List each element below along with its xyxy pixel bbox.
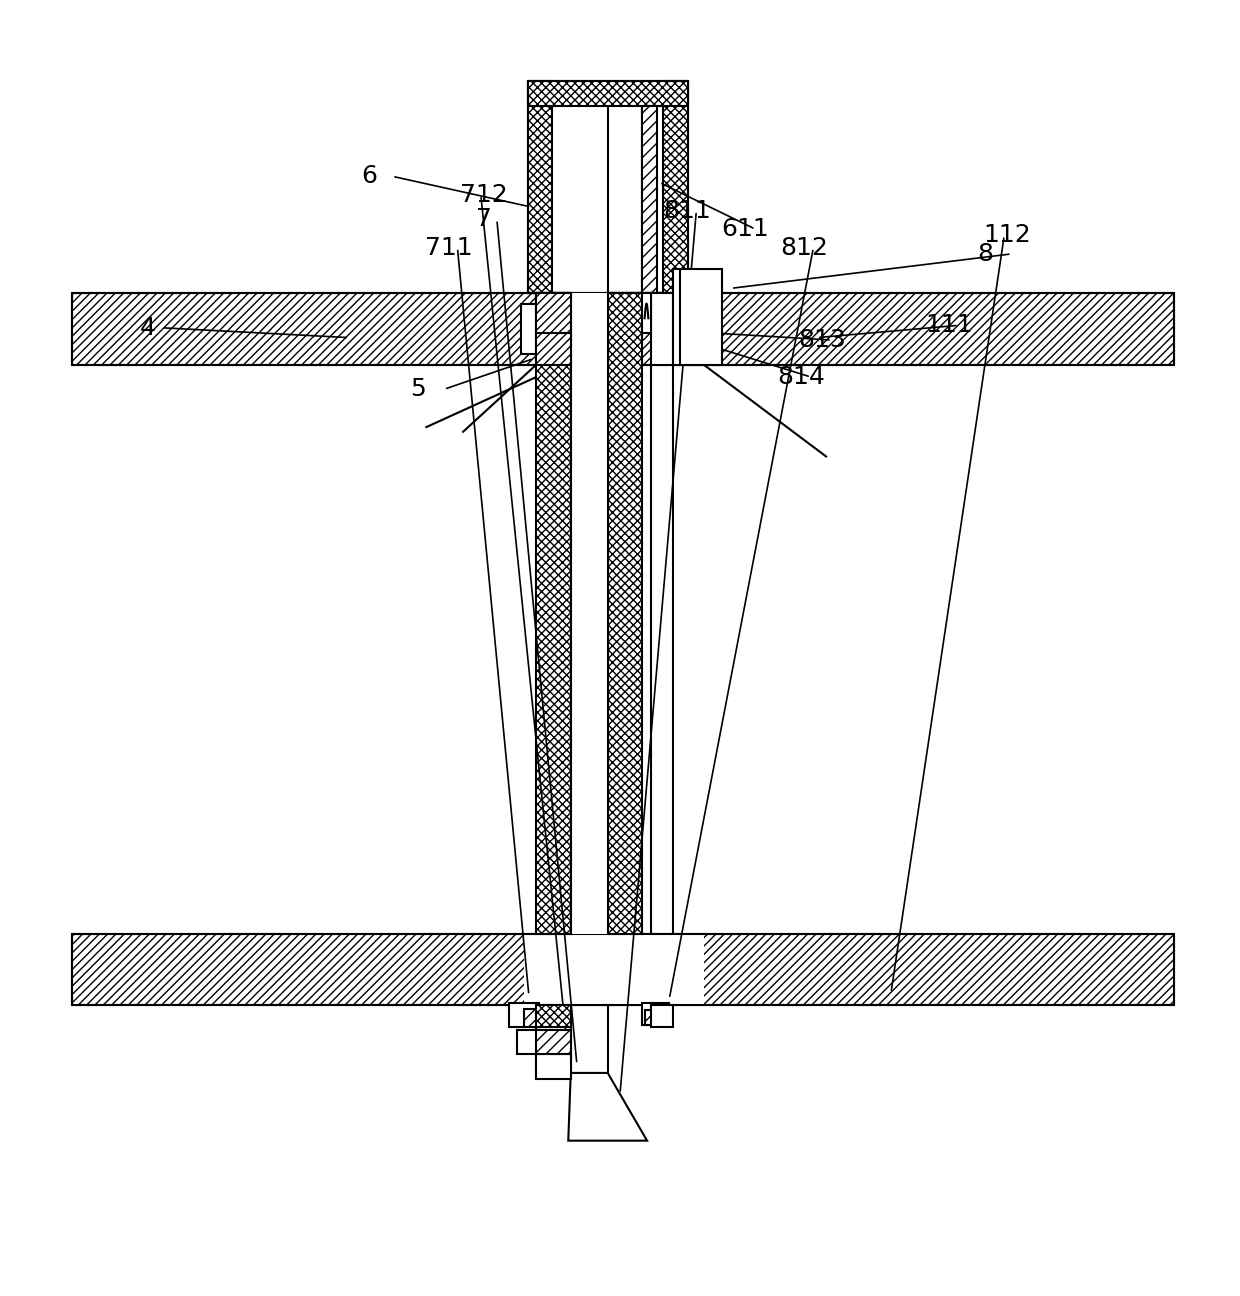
Text: 812: 812 (780, 236, 828, 259)
Bar (72, 293, 1174, 364)
Bar (645, 1010, 657, 1025)
Bar (663, 82, 688, 293)
Text: 112: 112 (983, 223, 1032, 248)
Text: 7: 7 (476, 207, 492, 232)
Text: 814: 814 (777, 365, 826, 389)
Bar (536, 293, 570, 933)
Bar (510, 1003, 538, 1028)
Bar (570, 293, 608, 933)
Text: 4: 4 (140, 316, 156, 340)
Text: 611: 611 (720, 218, 769, 241)
Text: 8: 8 (977, 242, 993, 266)
Polygon shape (568, 1073, 647, 1140)
Bar (536, 1006, 570, 1028)
Bar (528, 82, 688, 106)
Bar (522, 305, 536, 354)
Bar (528, 82, 552, 293)
Bar (536, 1055, 570, 1080)
Bar (673, 268, 722, 364)
Text: 712: 712 (460, 183, 507, 207)
Text: 711: 711 (425, 236, 472, 259)
Text: 6: 6 (361, 165, 377, 188)
Bar (536, 1030, 570, 1055)
Text: 813: 813 (799, 328, 847, 353)
Bar (608, 293, 642, 933)
Bar (525, 933, 704, 1006)
Bar (642, 106, 657, 293)
Bar (517, 1030, 538, 1055)
Text: 811: 811 (663, 198, 711, 223)
Bar (651, 293, 711, 364)
Bar (642, 1003, 670, 1025)
Bar (642, 293, 651, 333)
Bar (72, 933, 1174, 1006)
Bar (536, 293, 570, 364)
Text: 5: 5 (410, 377, 427, 402)
Bar (525, 1008, 538, 1028)
Text: 111: 111 (925, 314, 973, 337)
Bar (651, 1006, 673, 1028)
Bar (536, 293, 642, 364)
